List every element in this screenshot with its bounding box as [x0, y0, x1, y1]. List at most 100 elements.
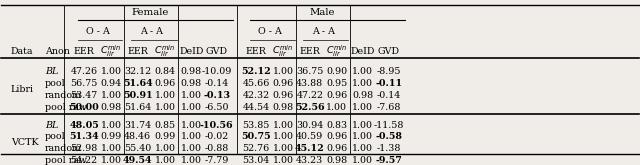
Text: 52.56: 52.56 — [295, 102, 324, 112]
Text: 49.54: 49.54 — [123, 156, 152, 165]
Text: 1.00: 1.00 — [180, 156, 202, 165]
Text: -10.09: -10.09 — [202, 66, 232, 76]
Text: 0.85: 0.85 — [155, 120, 176, 130]
Text: 1.00: 1.00 — [100, 145, 122, 153]
Text: BL: BL — [45, 120, 58, 130]
Text: 1.00: 1.00 — [273, 145, 294, 153]
Text: -0.14: -0.14 — [377, 91, 401, 99]
Text: 0.96: 0.96 — [154, 79, 176, 88]
Text: 45.12: 45.12 — [295, 145, 324, 153]
Text: -11.58: -11.58 — [374, 120, 404, 130]
Text: 0.99: 0.99 — [100, 132, 122, 142]
Text: 1.00: 1.00 — [180, 120, 202, 130]
Text: 36.75: 36.75 — [296, 66, 323, 76]
Text: -0.88: -0.88 — [205, 145, 229, 153]
Text: 52.12: 52.12 — [241, 66, 271, 76]
Text: 0.95: 0.95 — [326, 79, 347, 88]
Text: -0.11: -0.11 — [375, 79, 403, 88]
Text: 1.00: 1.00 — [180, 91, 202, 99]
Text: Libri: Libri — [11, 84, 34, 94]
Text: 51.64: 51.64 — [123, 79, 152, 88]
Text: 1.00: 1.00 — [180, 145, 202, 153]
Text: 1.00: 1.00 — [155, 156, 175, 165]
Text: 43.88: 43.88 — [296, 79, 323, 88]
Text: 0.98: 0.98 — [352, 91, 373, 99]
Text: 53.85: 53.85 — [243, 120, 270, 130]
Text: 56.75: 56.75 — [70, 79, 98, 88]
Text: 1.00: 1.00 — [273, 156, 294, 165]
Text: -0.58: -0.58 — [375, 132, 403, 142]
Text: GVD: GVD — [206, 47, 228, 56]
Text: 51.64: 51.64 — [124, 102, 152, 112]
Text: $C_{llr}^{min}$: $C_{llr}^{min}$ — [326, 44, 348, 59]
Text: -10.56: -10.56 — [200, 120, 234, 130]
Text: 40.59: 40.59 — [296, 132, 323, 142]
Text: EER: EER — [246, 47, 267, 56]
Text: 45.66: 45.66 — [243, 79, 270, 88]
Text: EER: EER — [300, 47, 320, 56]
Text: 0.94: 0.94 — [100, 79, 122, 88]
Text: 43.23: 43.23 — [296, 156, 323, 165]
Text: 32.12: 32.12 — [124, 66, 151, 76]
Text: random: random — [45, 91, 82, 99]
Text: 50.75: 50.75 — [241, 132, 271, 142]
Text: $C_{llr}^{min}$: $C_{llr}^{min}$ — [273, 44, 294, 59]
Text: pool: pool — [45, 132, 65, 142]
Text: 54.22: 54.22 — [70, 156, 98, 165]
Text: 55.40: 55.40 — [124, 145, 152, 153]
Text: $C_{llr}^{min}$: $C_{llr}^{min}$ — [154, 44, 176, 59]
Text: A - A: A - A — [312, 27, 335, 36]
Text: 52.76: 52.76 — [243, 145, 270, 153]
Text: 1.00: 1.00 — [100, 156, 122, 165]
Text: Anon: Anon — [45, 47, 70, 56]
Text: Female: Female — [132, 8, 169, 17]
Text: 0.99: 0.99 — [154, 132, 176, 142]
Text: 47.22: 47.22 — [296, 91, 323, 99]
Text: $C_{llr}^{min}$: $C_{llr}^{min}$ — [100, 44, 122, 59]
Text: pool raw: pool raw — [45, 156, 87, 165]
Text: 1.00: 1.00 — [155, 91, 175, 99]
Text: -6.50: -6.50 — [205, 102, 229, 112]
Text: O - A: O - A — [258, 27, 282, 36]
Text: 0.98: 0.98 — [180, 66, 202, 76]
Text: 1.00: 1.00 — [273, 132, 294, 142]
Text: -1.38: -1.38 — [376, 145, 401, 153]
Text: 1.00: 1.00 — [100, 66, 122, 76]
Text: 50.91: 50.91 — [123, 91, 152, 99]
Text: 1.00: 1.00 — [352, 132, 373, 142]
Text: 42.32: 42.32 — [243, 91, 270, 99]
Text: pool: pool — [45, 79, 65, 88]
Text: 0.96: 0.96 — [273, 91, 294, 99]
Text: 0.98: 0.98 — [326, 156, 347, 165]
Text: EER: EER — [127, 47, 148, 56]
Text: 1.00: 1.00 — [100, 91, 122, 99]
Text: 53.47: 53.47 — [70, 91, 98, 99]
Text: 1.00: 1.00 — [273, 66, 294, 76]
Text: EER: EER — [74, 47, 95, 56]
Text: -0.02: -0.02 — [205, 132, 229, 142]
Text: -9.57: -9.57 — [376, 156, 403, 165]
Text: pool raw: pool raw — [45, 102, 87, 112]
Text: -7.68: -7.68 — [376, 102, 401, 112]
Text: 50.00: 50.00 — [69, 102, 99, 112]
Text: 48.46: 48.46 — [124, 132, 151, 142]
Text: 0.90: 0.90 — [326, 66, 347, 76]
Text: 0.98: 0.98 — [273, 102, 294, 112]
Text: 1.00: 1.00 — [155, 102, 175, 112]
Text: VCTK: VCTK — [11, 138, 38, 147]
Text: 30.94: 30.94 — [296, 120, 323, 130]
Text: O - A: O - A — [86, 27, 109, 36]
Text: 0.96: 0.96 — [326, 91, 347, 99]
Text: 0.96: 0.96 — [273, 79, 294, 88]
Text: -0.13: -0.13 — [204, 91, 230, 99]
Text: 31.74: 31.74 — [124, 120, 151, 130]
Text: 1.00: 1.00 — [180, 102, 202, 112]
Text: random: random — [45, 145, 82, 153]
Text: 0.96: 0.96 — [326, 145, 347, 153]
Text: DeID: DeID — [179, 47, 204, 56]
Text: 1.00: 1.00 — [155, 145, 175, 153]
Text: Data: Data — [11, 47, 33, 56]
Text: 51.34: 51.34 — [69, 132, 99, 142]
Text: BL: BL — [45, 66, 58, 76]
Text: 52.98: 52.98 — [70, 145, 98, 153]
